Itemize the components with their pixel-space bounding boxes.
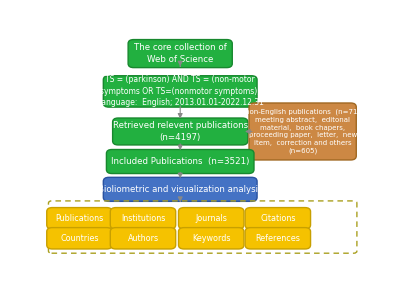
FancyBboxPatch shape: [110, 208, 176, 229]
FancyBboxPatch shape: [47, 228, 112, 249]
FancyBboxPatch shape: [113, 118, 248, 145]
FancyBboxPatch shape: [128, 40, 232, 68]
Text: Citations: Citations: [260, 214, 296, 223]
FancyBboxPatch shape: [103, 177, 257, 201]
Text: Publications: Publications: [55, 214, 104, 223]
FancyBboxPatch shape: [110, 228, 176, 249]
FancyBboxPatch shape: [47, 208, 112, 229]
FancyBboxPatch shape: [245, 208, 310, 229]
FancyBboxPatch shape: [249, 103, 356, 160]
FancyBboxPatch shape: [103, 76, 257, 107]
Text: The core collection of
Web of Science: The core collection of Web of Science: [134, 43, 226, 64]
Text: Institutions: Institutions: [121, 214, 165, 223]
FancyBboxPatch shape: [178, 228, 244, 249]
Text: Included Publications  (n=3521): Included Publications (n=3521): [111, 157, 249, 166]
Text: Keywords: Keywords: [192, 234, 230, 243]
Text: Authors: Authors: [128, 234, 158, 243]
FancyBboxPatch shape: [106, 149, 254, 173]
Text: non-English publications  (n=71)
meeting abstract,  editonal
material,  book cha: non-English publications (n=71) meeting …: [245, 109, 360, 154]
Text: Journals: Journals: [195, 214, 227, 223]
FancyBboxPatch shape: [178, 208, 244, 229]
Text: Countries: Countries: [60, 234, 99, 243]
FancyBboxPatch shape: [245, 228, 310, 249]
Text: References: References: [256, 234, 300, 243]
Text: Retrieved relevent publications
(n=4197): Retrieved relevent publications (n=4197): [113, 121, 248, 142]
Text: Bioliometric and visualization analysis: Bioliometric and visualization analysis: [98, 185, 262, 194]
Text: TS = (parkinson) AND TS = (non-motor
symptoms OR TS=(nonmotor symptoms);
Languag: TS = (parkinson) AND TS = (non-motor sym…: [97, 75, 264, 108]
